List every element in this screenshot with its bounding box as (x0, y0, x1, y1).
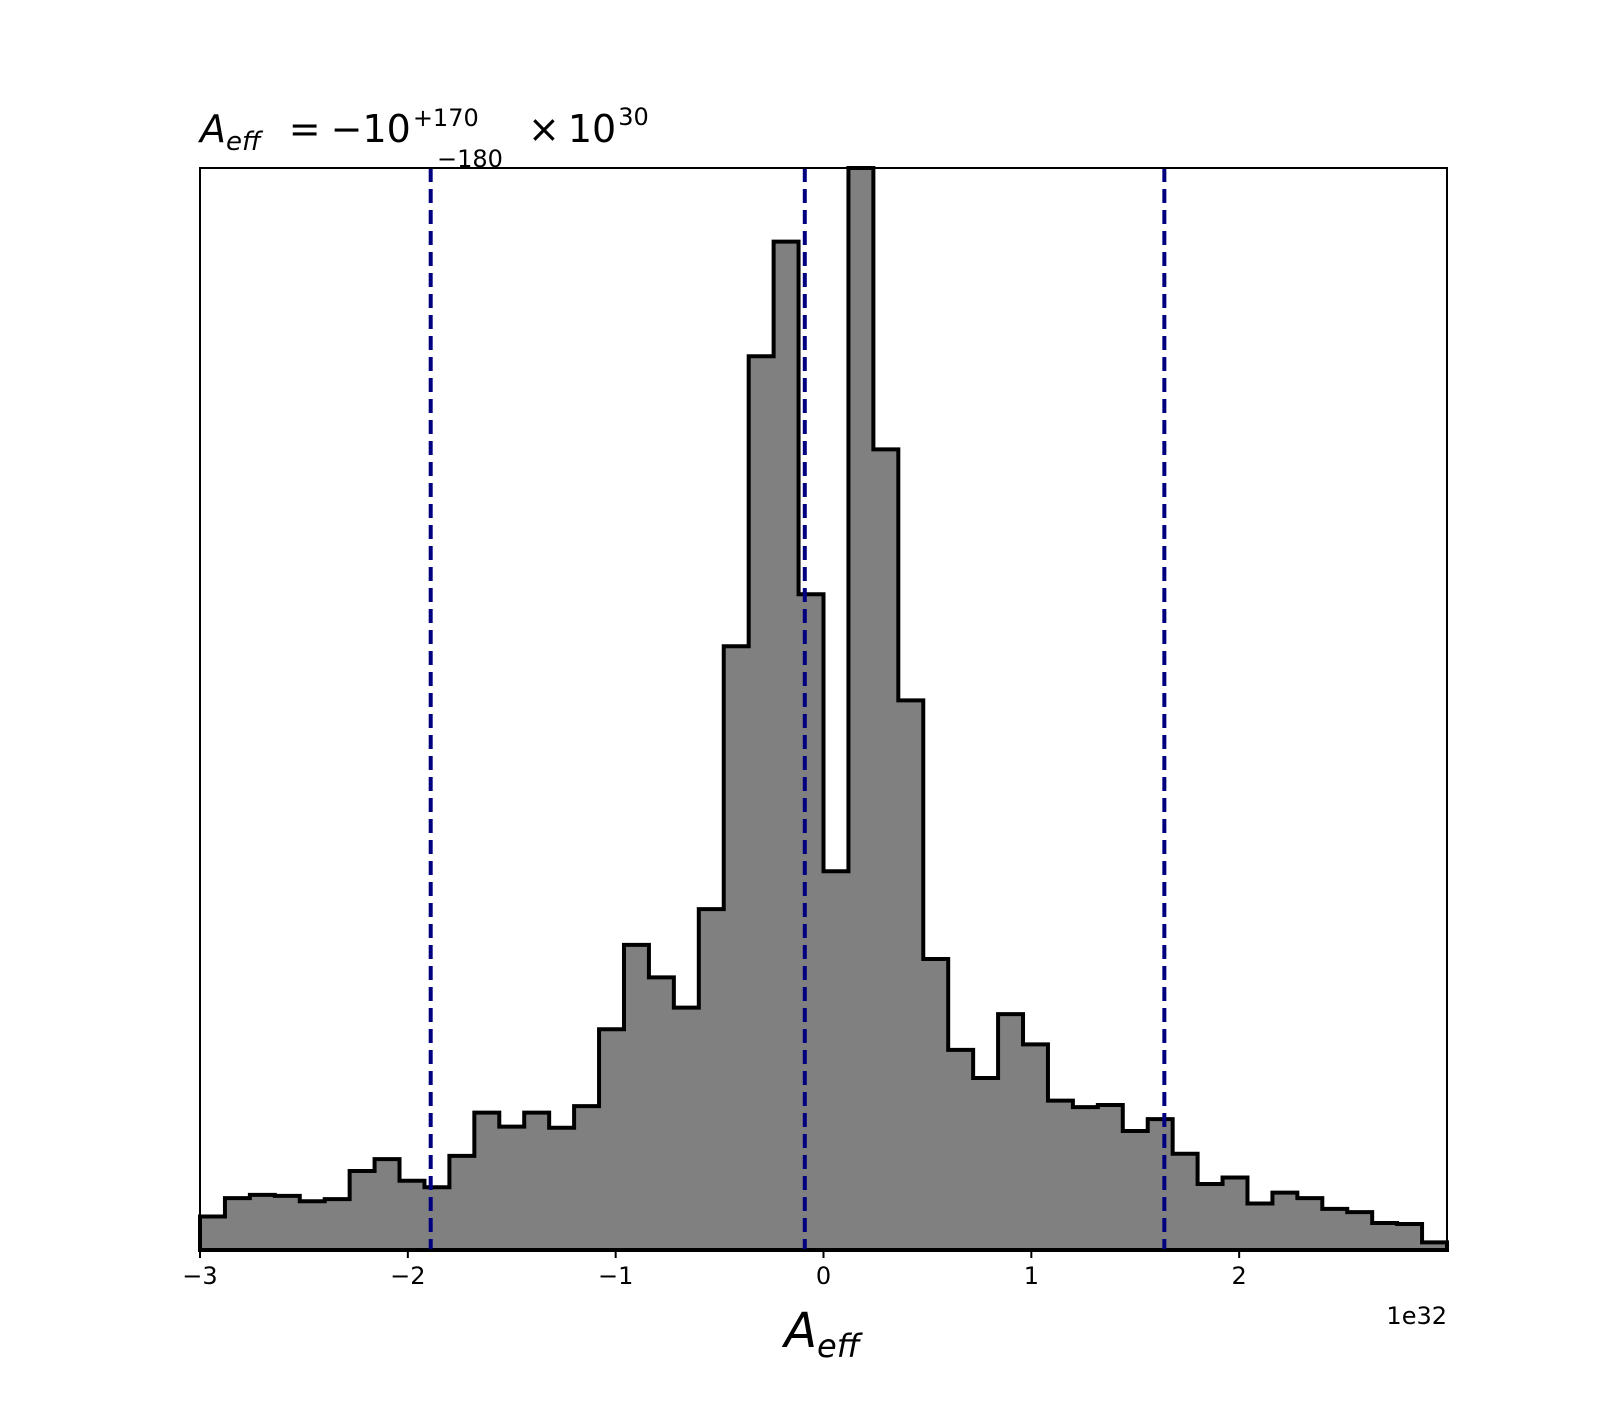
x-tick-label: −3 (182, 1262, 217, 1290)
histogram-bar (723, 646, 750, 1250)
histogram-bar (399, 1180, 425, 1250)
histogram-bar (823, 871, 849, 1250)
histogram-bar (1072, 1107, 1099, 1250)
x-axis-subscript: eff (817, 1327, 864, 1365)
histogram-bar (1272, 1192, 1298, 1250)
histogram-bar (948, 1049, 974, 1250)
histogram-bar (1023, 1044, 1049, 1250)
histogram-bar (1347, 1212, 1373, 1250)
histogram-bar (1197, 1183, 1224, 1250)
histogram-bar (1147, 1119, 1174, 1250)
x-axis-offset-label: 1e32 (1386, 1302, 1447, 1330)
histogram-bar (299, 1201, 326, 1250)
histogram-bar (1372, 1222, 1398, 1250)
histogram-bar (499, 1126, 525, 1250)
x-tick-label: −2 (390, 1262, 425, 1290)
histogram-bar (599, 1029, 625, 1250)
x-axis-label: Aeff (781, 1303, 864, 1365)
title-scale-base: 10 (568, 107, 616, 151)
histogram-bar (1047, 1100, 1074, 1250)
histogram-bar (324, 1199, 351, 1250)
histogram-bar (973, 1077, 999, 1250)
histogram-bar (1322, 1208, 1348, 1250)
histogram-bar (873, 449, 899, 1250)
histogram-bar (524, 1112, 550, 1250)
histogram-bar (1222, 1177, 1248, 1250)
title-symbol: A (197, 107, 226, 151)
title-upper-error: +170 (413, 104, 479, 132)
histogram-bar (224, 1198, 251, 1250)
histogram-bar (798, 594, 824, 1250)
histogram-bar (274, 1195, 301, 1250)
histogram-bar (1172, 1153, 1199, 1250)
title-times: × (528, 107, 560, 151)
x-axis-symbol: A (781, 1303, 817, 1359)
chart-title: Aeff = −10+170 −180 × 1030 (197, 103, 649, 173)
title-value: −10 (331, 107, 411, 151)
title-equals: = (289, 107, 321, 151)
histogram-bar (773, 241, 800, 1251)
title-lower-error: −180 (437, 145, 503, 173)
histogram-bar (1397, 1224, 1423, 1250)
histogram-bar (623, 944, 650, 1250)
histogram-bar (249, 1194, 276, 1250)
histogram-bar (1297, 1198, 1323, 1250)
histogram-bar (848, 168, 874, 1250)
histogram-bar (574, 1106, 600, 1250)
histogram-bar (449, 1155, 475, 1250)
histogram-bar (998, 1014, 1024, 1250)
histogram-bar (898, 700, 924, 1250)
histogram-bar (424, 1187, 450, 1250)
histogram-outline (198, 166, 1449, 1252)
x-tick-label: 1 (1024, 1262, 1039, 1290)
quantile-lines (428, 168, 1167, 1250)
histogram-bar (748, 356, 775, 1250)
histogram-bar (349, 1171, 376, 1250)
histogram-bar (200, 1216, 226, 1250)
histogram-bar (673, 1007, 700, 1250)
histogram-bar (648, 977, 675, 1250)
histogram-bar (549, 1127, 575, 1250)
x-tick-label: 2 (1232, 1262, 1247, 1290)
histogram-bar (698, 909, 725, 1250)
histogram-bar (923, 958, 949, 1250)
title-subscript: eff (226, 127, 264, 157)
histogram-bar (374, 1159, 401, 1250)
histogram-bars (198, 166, 1449, 1252)
histogram-bar (1422, 1242, 1448, 1250)
x-tick-label: −1 (598, 1262, 633, 1290)
title-scale-exponent: 30 (618, 103, 649, 131)
x-tick-label: 0 (816, 1262, 831, 1290)
histogram-bar (474, 1112, 500, 1250)
histogram-bar (1247, 1203, 1273, 1250)
histogram-bar (1097, 1105, 1124, 1250)
x-axis-ticks: −3 −2 −1 0 1 2 (182, 1250, 1247, 1290)
histogram-bar (1122, 1130, 1149, 1250)
